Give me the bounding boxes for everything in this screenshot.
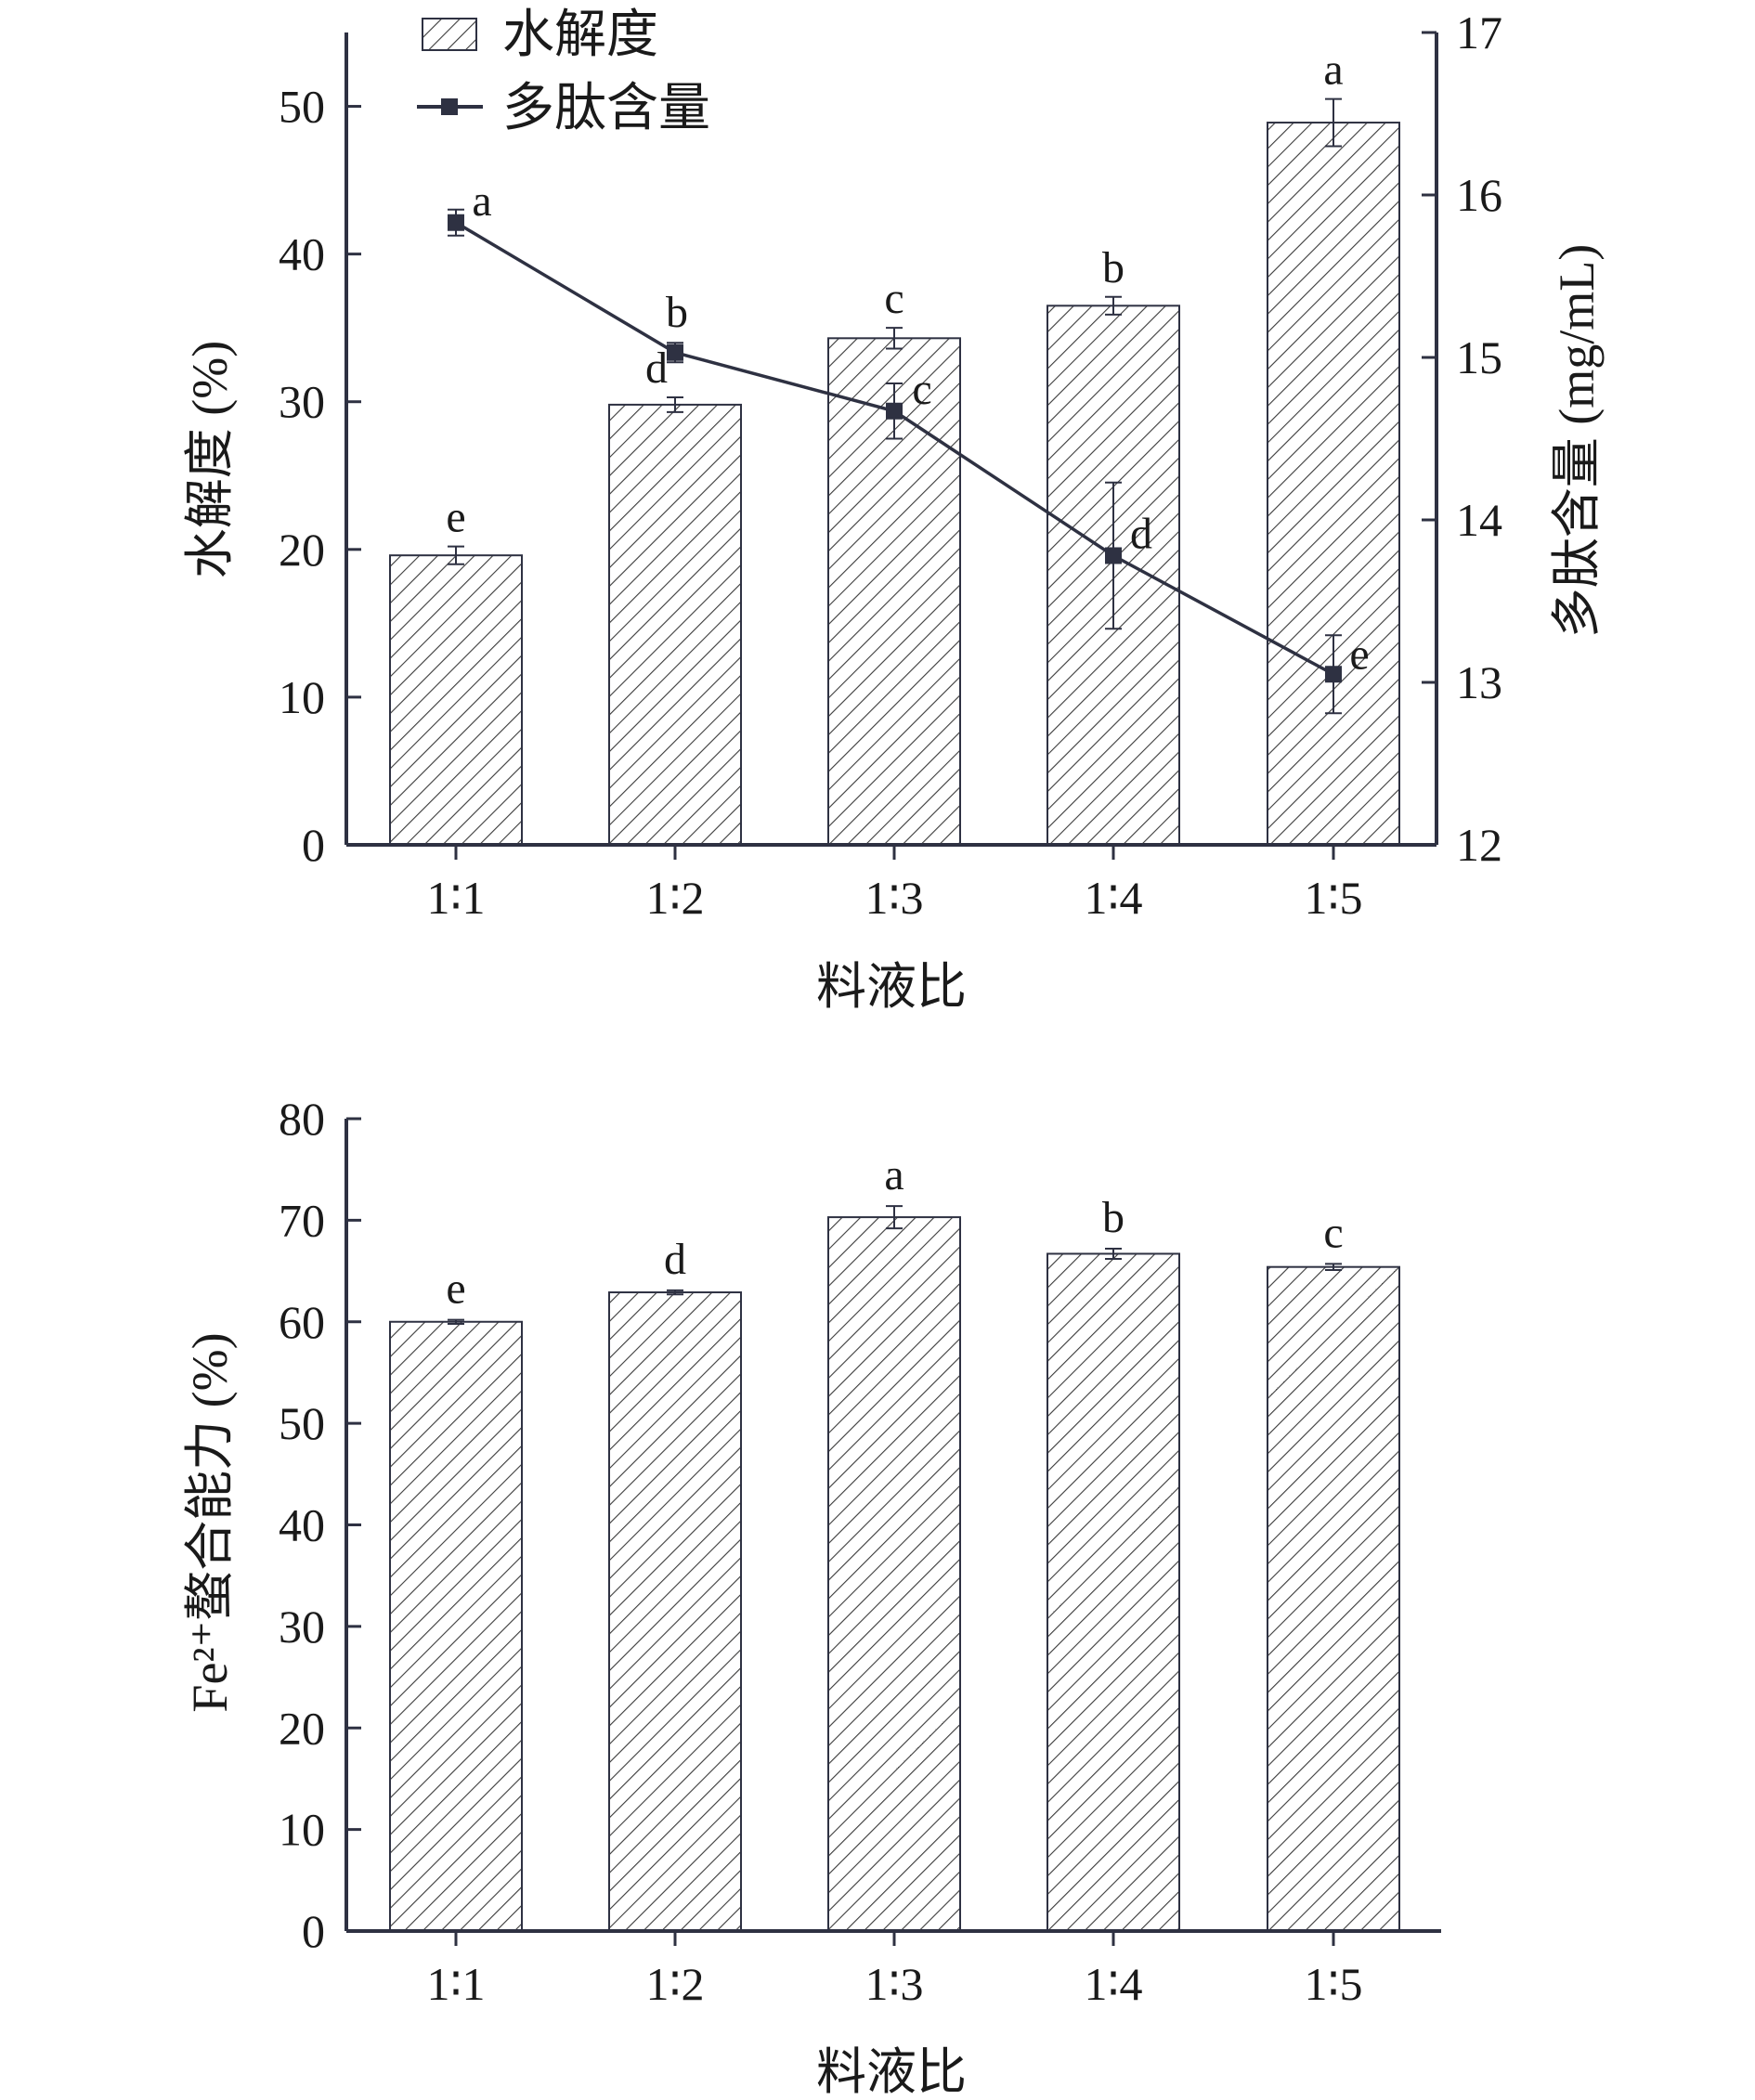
chelation-bar xyxy=(389,1320,523,1932)
chart2-y-tick-label: 0 xyxy=(302,1905,325,1957)
legend-label-hydrolysis: 水解度 xyxy=(502,6,658,64)
chelation-significance-letter: c xyxy=(1323,1208,1343,1257)
chart2-y-tick-label: 10 xyxy=(279,1804,325,1856)
chart2-x-tick-label: 1∶3 xyxy=(864,1958,923,2010)
right-y-tick-label: 17 xyxy=(1456,6,1502,58)
polypeptide-point xyxy=(448,214,464,231)
right-y-tick-label: 14 xyxy=(1456,494,1502,546)
x-tick-label: 1∶3 xyxy=(864,872,923,924)
chelation-bar xyxy=(827,1216,961,1932)
chart2-y-tick-label: 70 xyxy=(279,1194,325,1246)
chelation-bar xyxy=(1046,1252,1180,1932)
polypeptide-point xyxy=(1105,547,1122,564)
right-y-tick-label: 12 xyxy=(1456,819,1502,871)
chart2-y-tick-label: 30 xyxy=(279,1601,325,1653)
chart2-y-axis-title: Fe²⁺螯合能力 (%) xyxy=(182,1332,238,1712)
polypeptide-significance-letter: e xyxy=(1349,629,1369,679)
chart1-x-axis-title: 料液比 xyxy=(816,959,967,1015)
polypeptide-significance-letter: c xyxy=(912,365,931,414)
polypeptide-significance-letter: a xyxy=(472,176,491,226)
left-y-tick-label: 10 xyxy=(279,671,325,723)
left-y-tick-label: 40 xyxy=(279,228,325,280)
chart1-legend: 水解度 多肽含量 xyxy=(417,6,710,137)
polypeptide-significance-letter: d xyxy=(1130,510,1152,559)
left-y-tick-label: 50 xyxy=(279,81,325,133)
left-y-tick-label: 20 xyxy=(279,524,325,576)
chart2-y-tick-label: 20 xyxy=(279,1702,325,1754)
hydrolysis-significance-letter: a xyxy=(1323,45,1343,95)
hydrolysis-significance-letter: c xyxy=(884,274,904,323)
chart2-x-tick-label: 1∶2 xyxy=(645,1958,704,2010)
hydrolysis-polypeptide-chart: 0 10 20 30 40 50 12 13 14 15 16 17 1∶1 1∶2 1∶3 1∶4 1∶5… xyxy=(182,6,1605,1015)
chelation-significance-letter: e xyxy=(446,1264,465,1314)
chart2-x-tick-label: 1∶4 xyxy=(1084,1958,1142,2010)
hydrolysis-significance-letter: b xyxy=(1102,243,1124,292)
legend-label-polypeptide: 多肽含量 xyxy=(502,80,710,137)
hydrolysis-bar xyxy=(608,403,742,846)
polypeptide-point xyxy=(667,344,683,361)
polypeptide-point xyxy=(1325,666,1342,683)
chart1-left-y-axis-title: 水解度 (%) xyxy=(182,341,238,578)
chelation-significance-letter: b xyxy=(1102,1193,1124,1242)
chart2-x-tick-label: 1∶5 xyxy=(1304,1958,1362,2010)
chelation-bar xyxy=(1267,1265,1400,1932)
x-tick-label: 1∶2 xyxy=(645,872,704,924)
right-y-tick-label: 13 xyxy=(1456,656,1502,708)
right-y-tick-label: 15 xyxy=(1456,331,1502,383)
chart1-right-y-axis-title: 多肽含量 (mg/mL) xyxy=(1549,244,1605,638)
hydrolysis-significance-letter: e xyxy=(446,493,465,542)
chart2-y-tick-label: 60 xyxy=(279,1296,325,1348)
hydrolysis-bar xyxy=(1267,122,1400,846)
left-y-tick-label: 30 xyxy=(279,376,325,428)
chart2-y-tick-label: 80 xyxy=(279,1093,325,1145)
chart2-x-tick-label: 1∶1 xyxy=(426,1958,485,2010)
hydrolysis-bar xyxy=(389,554,523,846)
left-y-tick-label: 0 xyxy=(302,819,325,871)
legend-square-marker xyxy=(441,98,458,115)
x-tick-label: 1∶1 xyxy=(426,872,485,924)
chelation-significance-letter: d xyxy=(664,1235,686,1284)
legend-hatch-swatch xyxy=(422,18,477,51)
polypeptide-significance-letter: b xyxy=(666,288,688,337)
chelation-bar xyxy=(608,1291,742,1932)
chart2-x-axis-title: 料液比 xyxy=(816,2044,967,2100)
chart2-y-tick-label: 40 xyxy=(279,1499,325,1551)
hydrolysis-significance-letter: d xyxy=(645,344,668,393)
chelation-significance-letter: a xyxy=(884,1150,904,1199)
chart2-y-tick-label: 50 xyxy=(279,1397,325,1449)
x-tick-label: 1∶5 xyxy=(1304,872,1362,924)
polypeptide-point xyxy=(886,402,903,420)
x-tick-label: 1∶4 xyxy=(1084,872,1142,924)
right-y-tick-label: 16 xyxy=(1456,169,1502,221)
